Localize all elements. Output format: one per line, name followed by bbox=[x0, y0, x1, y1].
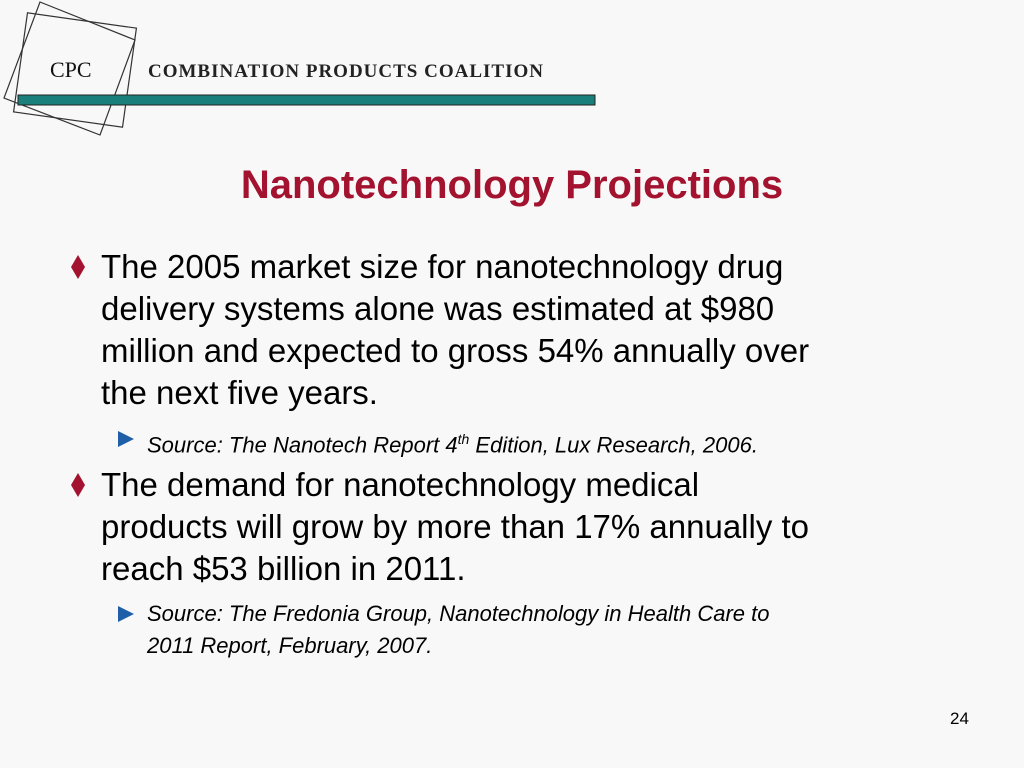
source-part: 2011 Report, February, 2007. bbox=[147, 633, 433, 658]
sub-bullet-arrow bbox=[118, 606, 134, 622]
source-text: Source: The Fredonia Group, Nanotechnolo… bbox=[147, 598, 769, 630]
bullet-text: delivery systems alone was estimated at … bbox=[101, 290, 775, 327]
bullet-text: million and expected to gross 54% annual… bbox=[101, 332, 810, 369]
source-text: Source: The Nanotech Report 4th Edition,… bbox=[147, 423, 758, 461]
logo-text: CPC bbox=[50, 57, 92, 82]
source-part: th bbox=[457, 431, 470, 447]
slide-title: Nanotechnology Projections bbox=[241, 163, 783, 207]
source-part: Source: The Nanotech Report 4 bbox=[147, 432, 458, 458]
source-part: Edition, Lux Research, 2006. bbox=[469, 432, 758, 458]
header-bar bbox=[17, 94, 596, 106]
logo-frame bbox=[12, 12, 138, 128]
bullet-text: The demand for nanotechnology medical bbox=[101, 466, 700, 503]
sub-bullet-arrow bbox=[118, 431, 134, 447]
bullet-text: products will grow by more than 17% annu… bbox=[101, 508, 810, 545]
bullet-text: the next five years. bbox=[101, 374, 378, 411]
bullet-diamond bbox=[71, 473, 85, 497]
page-number: 24 bbox=[950, 709, 969, 728]
organization-name: COMBINATION PRODUCTS COALITION bbox=[148, 61, 544, 82]
bullet-text: reach $53 billion in 2011. bbox=[101, 550, 466, 587]
source-part: Source: The Fredonia Group, Nanotechnolo… bbox=[147, 601, 770, 626]
logo-frame bbox=[3, 1, 136, 136]
bullet-text: The 2005 market size for nanotechnology … bbox=[101, 248, 784, 285]
source-text: 2011 Report, February, 2007. bbox=[147, 630, 432, 662]
bullet-diamond bbox=[71, 255, 85, 279]
